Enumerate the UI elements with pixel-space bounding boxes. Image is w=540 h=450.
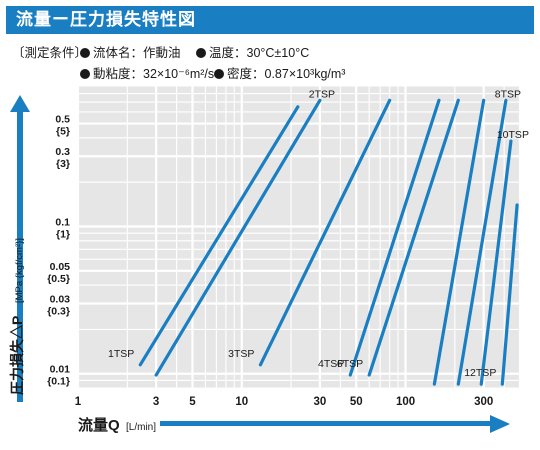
y-tick-label-mpa: 0.1: [55, 216, 70, 228]
x-tick-label: 3: [153, 396, 159, 408]
y-tick-label-kgf: {0.1}: [47, 376, 70, 388]
series-label-6tsp: 6TSP: [337, 358, 363, 370]
series-line-8tsp: [456, 98, 508, 386]
condition-viscosity: 動粘度：32×10⁻⁶m²/s: [80, 63, 214, 82]
x-tick-label: 50: [350, 396, 363, 408]
condition-density-text: 密度：0.87×10³kg/m³: [227, 67, 346, 81]
y-axis-arrow-shaft: [17, 110, 23, 402]
condition-fluid-text: 流体名：作動油: [93, 46, 181, 60]
series-line-1tsp: [138, 105, 300, 367]
x-tick-label: 10: [235, 396, 248, 408]
x-axis-unit: [L/min]: [126, 422, 156, 433]
condition-viscosity-text: 動粘度：32×10⁻⁶m²/s: [93, 67, 215, 81]
x-tick-label: 100: [396, 396, 415, 408]
grid: [76, 85, 522, 389]
chart-title: 流量ー圧力損失特性図: [6, 6, 534, 34]
series-label-10tsp: 10TSP: [497, 129, 529, 141]
y-axis-arrow-icon: [10, 95, 30, 112]
series-label-4tsp: 4TSP: [318, 358, 344, 370]
x-tick-label: 30: [314, 396, 327, 408]
y-tick-label-kgf: {0.5}: [47, 273, 70, 285]
x-tick-labels: 1 3 5 10 30 50 100 300: [75, 396, 493, 408]
series-label-1tsp: 1TSP: [108, 348, 134, 360]
x-axis-arrow-shaft: [160, 421, 495, 426]
y-tick-label-mpa: 0.03: [50, 293, 71, 305]
y-tick-label-mpa: 0.3: [55, 146, 70, 158]
series-line-4tsp: [348, 98, 441, 377]
bullet-icon: [214, 69, 224, 79]
condition-temperature: 温度：30°C±10°C: [196, 42, 309, 61]
x-tick-label: 5: [189, 396, 196, 408]
y-tick-label-kgf: {5}: [56, 126, 70, 138]
series-line-12tsp: [500, 203, 519, 386]
x-tick-label: 1: [75, 396, 82, 408]
y-axis-unit: [MPa {kgf/cm²}]: [14, 238, 25, 303]
plot-area: [78, 86, 520, 388]
condition-fluid: 流体名：作動油: [80, 42, 181, 61]
series-line-6tsp: [367, 98, 460, 377]
y-tick-label-kgf: {3}: [56, 158, 70, 170]
condition-temperature-text: 温度：30°C±10°C: [209, 46, 310, 60]
series-label-3tsp: 3TSP: [228, 348, 254, 360]
series-line-2tsp: [154, 98, 322, 377]
conditions-label: 〔測定条件〕: [12, 46, 88, 60]
y-tick-label-mpa: 0.01: [50, 364, 71, 376]
bullet-icon: [80, 69, 90, 79]
series-label-2tsp: 2TSP: [309, 88, 335, 100]
condition-density: 密度：0.87×10³kg/m³: [214, 63, 345, 82]
bullet-icon: [80, 48, 90, 58]
y-axis-label: 圧力損失△P: [9, 316, 25, 395]
y-tick-labels: 0.5{5} 0.3{3} 0.1{1} 0.05{0.5} 0.03{0.3} 0.01…: [47, 114, 70, 388]
series-label-12tsp: 12TSP: [464, 367, 496, 379]
x-axis-arrow-icon: [490, 415, 510, 433]
series-line: [432, 98, 486, 386]
y-tick-label-mpa: 0.5: [55, 114, 70, 126]
y-tick-label-kgf: {1}: [56, 228, 70, 240]
y-tick-label-mpa: 0.05: [50, 261, 71, 273]
bullet-icon: [196, 48, 206, 58]
series-label-8tsp: 8TSP: [495, 88, 521, 100]
series-line-3tsp: [258, 98, 392, 367]
y-tick-label-kgf: {0.3}: [47, 305, 70, 317]
series-line-10tsp: [479, 139, 513, 386]
x-axis-label: 流量Q: [78, 416, 120, 434]
x-tick-label: 300: [474, 396, 493, 408]
